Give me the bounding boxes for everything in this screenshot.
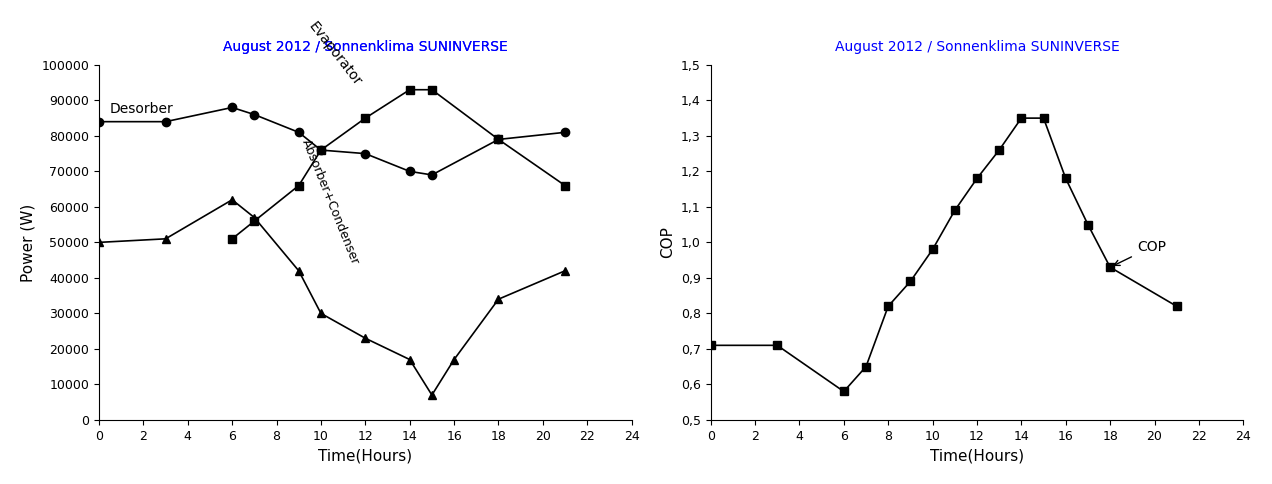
Y-axis label: Power (W): Power (W) bbox=[20, 203, 36, 282]
Text: Evaporator: Evaporator bbox=[305, 20, 364, 89]
Text: Desorber: Desorber bbox=[111, 102, 174, 116]
Text: August 2012 / Sonnenklima SUNINVERSE: August 2012 / Sonnenklima SUNINVERSE bbox=[834, 40, 1119, 54]
X-axis label: Time(Hours): Time(Hours) bbox=[318, 448, 412, 463]
Text: August 2012 / Sonnenklima SUNINVERSE: August 2012 / Sonnenklima SUNINVERSE bbox=[223, 40, 508, 54]
Text: Absorber+Condenser: Absorber+Condenser bbox=[299, 137, 361, 267]
Text: COP: COP bbox=[1114, 240, 1165, 265]
X-axis label: Time(Hours): Time(Hours) bbox=[930, 448, 1024, 463]
Text: August 2012 / Sonnenklima SUNINVERSE: August 2012 / Sonnenklima SUNINVERSE bbox=[223, 40, 508, 54]
Y-axis label: COP: COP bbox=[660, 227, 675, 258]
